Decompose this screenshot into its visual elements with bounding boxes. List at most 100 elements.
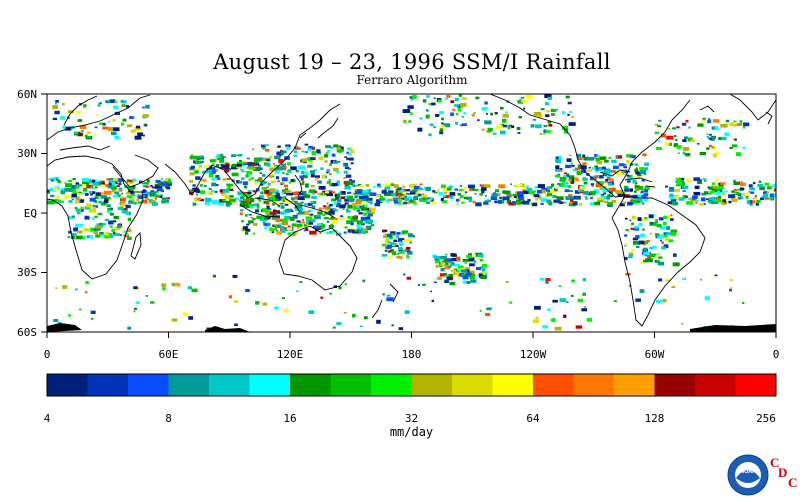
rain-pixel: [635, 235, 640, 239]
rain-pixel: [569, 176, 573, 180]
rain-pixel: [61, 187, 67, 191]
rain-pixel: [321, 224, 325, 228]
rain-pixel: [154, 197, 157, 200]
rain-pixel: [729, 288, 732, 292]
rain-pixel: [324, 216, 329, 220]
rain-pixel: [518, 196, 523, 201]
cdc-letter-c1: C: [770, 455, 779, 470]
rain-pixel: [635, 182, 638, 185]
rain-pixel: [164, 178, 168, 182]
rain-pixel: [99, 232, 104, 235]
rain-pixel: [403, 273, 406, 276]
rain-pixel: [354, 189, 358, 191]
rain-pixel: [458, 94, 463, 97]
rain-pixel: [561, 111, 565, 115]
rain-pixel: [442, 123, 451, 128]
rain-pixel: [737, 197, 742, 200]
rain-pixel: [426, 199, 430, 202]
rain-pixel: [623, 166, 628, 169]
rain-pixel: [275, 218, 280, 223]
rain-pixel: [507, 126, 511, 130]
rain-pixel: [450, 185, 454, 188]
rain-pixel: [563, 172, 567, 175]
colorbar-swatch: [654, 374, 696, 396]
rain-pixel: [631, 222, 634, 226]
rain-pixel: [593, 201, 600, 206]
rain-pixel: [350, 222, 354, 226]
rain-pixel: [317, 223, 322, 226]
rain-pixel: [724, 132, 730, 137]
rain-pixel: [88, 181, 92, 184]
rain-pixel: [457, 197, 462, 202]
rain-pixel: [138, 201, 142, 204]
rain-pixel: [245, 202, 252, 206]
rain-pixel: [269, 188, 275, 193]
rain-pixel: [706, 147, 710, 150]
rain-pixel: [500, 130, 506, 135]
rain-pixel: [347, 195, 354, 200]
rain-pixel: [154, 184, 160, 187]
rain-pixel: [320, 296, 324, 299]
rain-pixel: [754, 195, 758, 197]
rain-pixel: [317, 151, 322, 155]
rain-pixel: [266, 205, 270, 209]
rain-pixel: [252, 148, 255, 151]
rain-pixel: [128, 187, 134, 190]
rain-pixel: [156, 187, 162, 192]
rain-pixel: [289, 191, 292, 193]
rain-pixel: [387, 198, 393, 202]
rain-pixel: [182, 312, 188, 316]
rain-pixel: [226, 183, 230, 186]
rain-pixel: [636, 198, 643, 203]
rain-pixel: [48, 178, 52, 181]
rain-pixel: [384, 239, 390, 243]
rain-pixel: [166, 186, 171, 190]
rain-pixel: [704, 296, 710, 301]
rain-pixel: [475, 202, 482, 207]
rain-pixel: [287, 162, 291, 166]
colorbar-swatch: [371, 374, 412, 396]
rain-pixel: [599, 175, 604, 179]
rain-pixel: [253, 190, 257, 193]
rain-pixel: [462, 280, 467, 284]
rain-pixel: [332, 326, 336, 329]
rain-pixel: [434, 256, 441, 260]
rain-pixel: [241, 220, 244, 223]
rain-pixel: [724, 190, 728, 193]
rain-pixel: [107, 128, 114, 132]
rain-pixel: [604, 160, 609, 163]
rain-pixel: [366, 189, 372, 192]
rain-pixel: [595, 157, 600, 162]
rain-pixel: [105, 100, 111, 103]
rain-pixel: [381, 190, 387, 194]
rain-pixel: [437, 276, 442, 280]
rain-pixel: [143, 123, 148, 127]
rain-pixel: [295, 207, 300, 211]
rain-pixel: [545, 110, 550, 113]
rain-pixel: [257, 178, 263, 182]
rain-pixel: [74, 186, 80, 189]
rain-pixel: [320, 228, 326, 232]
rain-pixel: [605, 178, 609, 182]
rain-pixel: [595, 167, 599, 170]
rain-pixel: [386, 237, 389, 240]
rain-pixel: [702, 178, 706, 181]
rain-pixel: [200, 155, 204, 157]
rain-pixel: [443, 273, 448, 276]
rain-pixel: [288, 181, 291, 184]
coastline-india: [164, 163, 213, 196]
cdc-letter-c2: C: [788, 475, 797, 490]
rain-pixel: [240, 201, 248, 206]
colorbar-frame: [46, 373, 777, 397]
rain-pixel: [233, 300, 239, 303]
rain-pixel: [583, 191, 587, 194]
rain-pixel: [93, 186, 97, 189]
rain-pixel: [281, 218, 288, 223]
rain-pixel: [239, 155, 241, 157]
rain-pixel: [365, 216, 371, 221]
rain-pixel: [448, 273, 454, 277]
rain-pixel: [258, 157, 263, 161]
rain-pixel: [144, 198, 147, 200]
rain-pixel: [215, 155, 220, 159]
rain-pixel: [278, 196, 285, 200]
